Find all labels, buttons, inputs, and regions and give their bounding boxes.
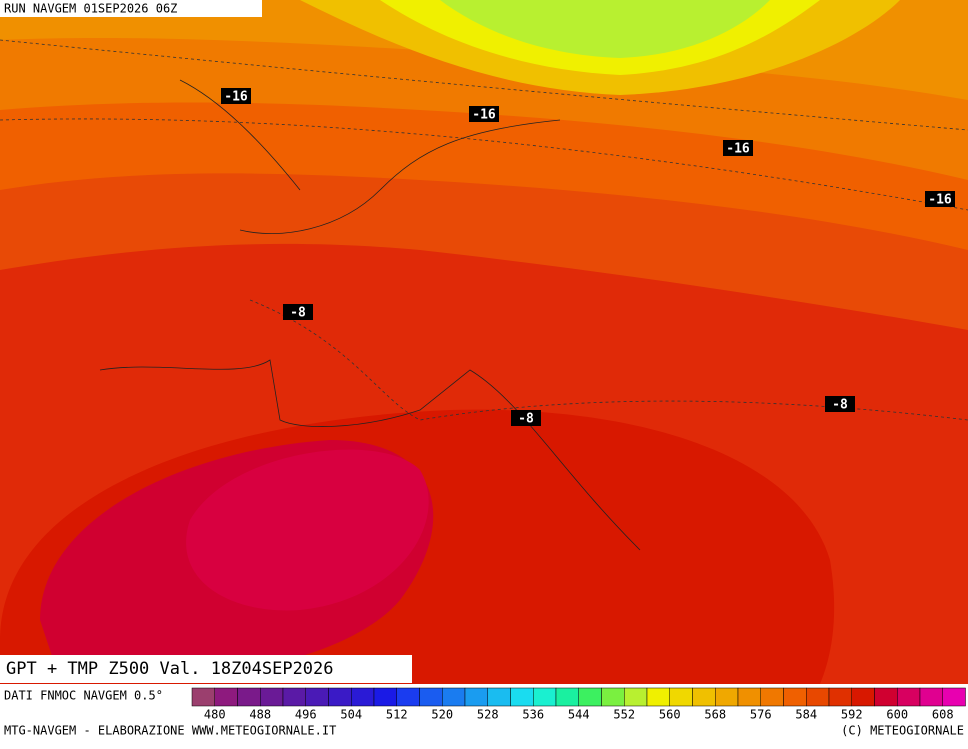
colorbar-swatch bbox=[373, 687, 397, 707]
header-box bbox=[0, 0, 262, 17]
colorbar-swatch bbox=[464, 687, 488, 707]
colorbar-swatch bbox=[510, 687, 534, 707]
isotherm-box bbox=[221, 88, 251, 104]
colorbar-swatch bbox=[783, 687, 807, 707]
colorbar-swatch bbox=[874, 687, 898, 707]
colorbar-label: 592 bbox=[841, 708, 863, 722]
isotherm-label: -16 bbox=[928, 193, 952, 208]
colorbar-swatch bbox=[191, 687, 215, 707]
colorbar-swatch bbox=[601, 687, 625, 707]
colorbar-swatch bbox=[396, 687, 420, 707]
isotherm-box bbox=[925, 191, 955, 207]
colorbar-label: 528 bbox=[477, 708, 499, 722]
colorbar-swatch bbox=[351, 687, 375, 707]
isotherm-label: -8 bbox=[290, 306, 306, 321]
isotherm-label: -16 bbox=[726, 142, 750, 157]
colorbar-swatch bbox=[646, 687, 670, 707]
colorbar-label: 600 bbox=[886, 708, 908, 722]
legend-source: DATI FNMOC NAVGEM 0.5° bbox=[4, 689, 163, 703]
colorbar-swatch bbox=[669, 687, 693, 707]
colorbar-swatch bbox=[851, 687, 875, 707]
colorbar-swatch bbox=[555, 687, 579, 707]
colorbar-swatch bbox=[328, 687, 352, 707]
colorbar-label: 504 bbox=[340, 708, 362, 722]
colorbar-label: 568 bbox=[704, 708, 726, 722]
colorbar-label: 584 bbox=[795, 708, 817, 722]
colorbar-label: 560 bbox=[659, 708, 681, 722]
colorbar-label: 520 bbox=[431, 708, 453, 722]
isotherm-box bbox=[825, 396, 855, 412]
footer-right: (C) METEOGIORNALE bbox=[841, 724, 964, 738]
isotherm-label: -8 bbox=[832, 398, 848, 413]
colorbar-swatch bbox=[533, 687, 557, 707]
map-field bbox=[0, 0, 968, 684]
colorbar-swatch bbox=[214, 687, 238, 707]
colorbar-label: 544 bbox=[568, 708, 590, 722]
colorbar-swatch bbox=[624, 687, 648, 707]
colorbar-swatch bbox=[237, 687, 261, 707]
colorbar-label: 576 bbox=[750, 708, 772, 722]
colorbar-swatch bbox=[760, 687, 784, 707]
colorbar-swatch bbox=[715, 687, 739, 707]
colorbar-swatch bbox=[442, 687, 466, 707]
run-label: RUN NAVGEM 01SEP2026 06Z bbox=[4, 2, 177, 16]
isotherm-box bbox=[283, 304, 313, 320]
colorbar-swatch bbox=[578, 687, 602, 707]
footer-left: MTG-NAVGEM - ELABORAZIONE WWW.METEOGIORN… bbox=[4, 724, 336, 738]
colorbar-swatch bbox=[919, 687, 943, 707]
isotherm-box bbox=[511, 410, 541, 426]
colorbar-label: 536 bbox=[522, 708, 544, 722]
colorbar-swatch bbox=[828, 687, 852, 707]
isotherm-box bbox=[469, 106, 499, 122]
colorbar-swatch bbox=[737, 687, 761, 707]
colorbar-swatch bbox=[897, 687, 921, 707]
isotherm-label: -16 bbox=[472, 108, 496, 123]
map-title: GPT + TMP Z500 Val. 18Z04SEP2026 bbox=[6, 659, 334, 679]
isotherm-box bbox=[723, 140, 753, 156]
colorbar-label: 608 bbox=[932, 708, 954, 722]
colorbar-swatch bbox=[305, 687, 329, 707]
colorbar-swatch bbox=[692, 687, 716, 707]
colorbar-swatch bbox=[487, 687, 511, 707]
isotherm-label: -8 bbox=[518, 412, 534, 427]
colorbar-swatch bbox=[806, 687, 830, 707]
colorbar-label: 552 bbox=[613, 708, 635, 722]
isotherm-label: -16 bbox=[224, 90, 248, 105]
colorbar-label: 480 bbox=[204, 708, 226, 722]
colorbar-swatch bbox=[282, 687, 306, 707]
colorbar-swatch bbox=[419, 687, 443, 707]
colorbar-swatch bbox=[260, 687, 284, 707]
colorbar-swatch bbox=[942, 687, 966, 707]
colorbar-label: 496 bbox=[295, 708, 317, 722]
colorbar-label: 512 bbox=[386, 708, 408, 722]
colorbar-label: 488 bbox=[249, 708, 271, 722]
title-box bbox=[0, 655, 412, 683]
